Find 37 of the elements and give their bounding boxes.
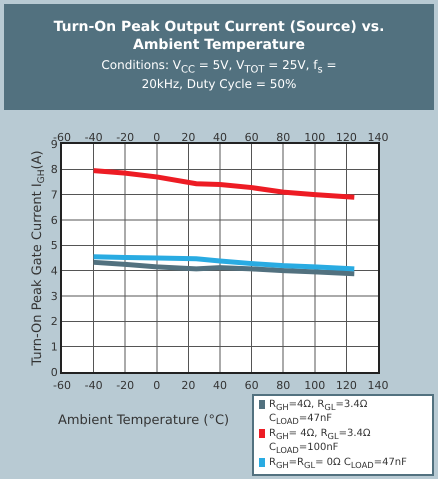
- text: R$_{GH}$= 4Ω, R$_{GL}$=3.4Ω C$_{LOAD}$=100nF: [269, 428, 371, 455]
- x-tick-label: 80: [276, 130, 290, 144]
- x2-tick-label: -60: [53, 379, 71, 392]
- x-tick-label: -20: [116, 130, 134, 144]
- x2-tick-label: 80: [276, 379, 290, 392]
- x-tick-label: 40: [213, 130, 227, 144]
- x2-tick-label: -40: [84, 379, 103, 392]
- x-tick-label: 100: [304, 130, 326, 144]
- x-tick-label: -40: [84, 130, 103, 144]
- chart-title: Turn-On Peak Output Current (Source) vs. Ambient Temperature: [52, 18, 386, 54]
- x2-tick-label: 60: [244, 379, 259, 392]
- y-tick-label: 3: [50, 290, 58, 303]
- x2-tick-label: 140: [368, 379, 388, 392]
- x2-tick-label: 40: [213, 379, 227, 392]
- y-tick-label: 4: [50, 264, 58, 278]
- x-tick-label: 20: [181, 130, 196, 144]
- legend-label: R$_{GH}$=R$_{GL}$= 0Ω C$_{LOAD}$=47nF: [269, 457, 407, 471]
- y-tick-label: 8: [50, 163, 58, 176]
- x-tick-label: 140: [368, 130, 388, 144]
- y-tick-label: 1: [50, 340, 58, 354]
- y-tick-label: 9: [50, 138, 58, 151]
- x-axis-title: Ambient Temperature (°C): [58, 413, 230, 428]
- x2-tick-label: -20: [116, 379, 134, 392]
- x-tick-label: 0: [153, 130, 160, 144]
- x-tick-label: 60: [244, 130, 259, 144]
- y-tick-label: 7: [50, 188, 58, 202]
- y-tick-label: 2: [50, 315, 58, 328]
- x2-tick-label: 0: [153, 379, 160, 392]
- text: R$_{GH}$=4Ω, R$_{GL}$=3.4Ω C$_{LOAD}$=47nF: [269, 399, 368, 426]
- text: Conditions: V$_{CC}$ = 5V, V$_{TOT}$ = 25V, f$_{s}$ = 20kHz, Duty Cycle = 50%: [101, 58, 337, 92]
- x-tick-label: 120: [336, 130, 357, 144]
- x2-tick-label: 120: [336, 379, 357, 392]
- y-tick-label: 0: [50, 366, 58, 379]
- x2-tick-label: 20: [181, 379, 196, 392]
- y-tick-label: 6: [50, 214, 58, 227]
- y-tick-label: 5: [50, 239, 58, 252]
- x2-tick-label: 100: [304, 379, 326, 392]
